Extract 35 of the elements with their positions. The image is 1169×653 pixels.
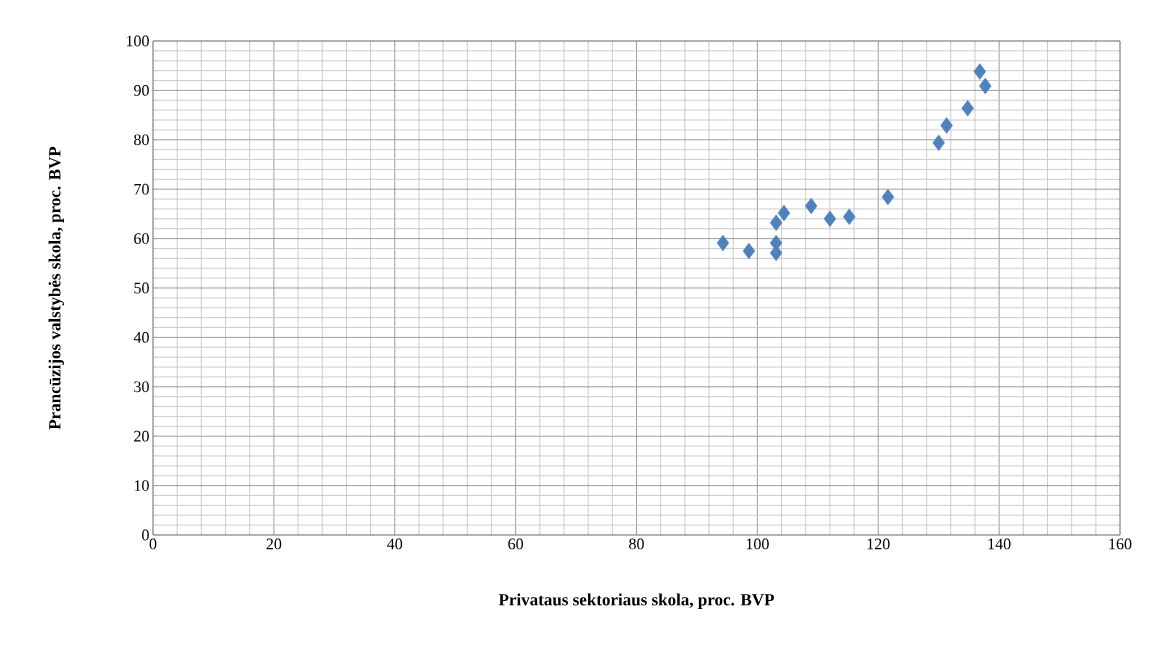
x-axis-title: Privataus sektoriaus skola, proc. BVP [498,593,774,609]
x-tick-label: 40 [387,538,403,550]
y-tick-label: 100 [126,35,149,47]
point [769,214,783,231]
point [940,117,953,134]
x-tick-label: 160 [1109,538,1132,550]
y-tick-label: 20 [134,430,149,442]
point [716,234,730,252]
y-tick-label: 80 [134,134,149,146]
y-tick-label: 90 [133,85,149,96]
point [843,208,856,226]
y-tick-label: 0 [142,529,149,541]
point [932,134,945,151]
y-tick-label: 30 [134,381,149,393]
point [777,204,791,222]
y-tick-label: 60 [134,233,149,244]
point [961,99,974,117]
point [979,77,992,95]
x-tick-label: 140 [988,538,1011,550]
y-tick-label: 40 [133,332,149,343]
point [881,188,895,206]
x-tick-label: 80 [629,538,644,550]
y-axis-title: Prancūzijos valstybės skola, proc. BVP [48,146,65,430]
x-tick-label: 100 [746,538,769,550]
x-tick-label: 120 [867,538,890,550]
x-tick-label: 0 [149,538,157,550]
y-tick-label: 70 [134,183,149,195]
point [804,197,818,215]
x-tick-label: 60 [508,538,524,550]
y-tick-label: 50 [134,282,149,294]
point [973,63,986,80]
y-tick-label: 10 [134,480,149,491]
x-tick-label: 20 [266,538,282,550]
point [742,242,756,260]
point [823,210,837,228]
